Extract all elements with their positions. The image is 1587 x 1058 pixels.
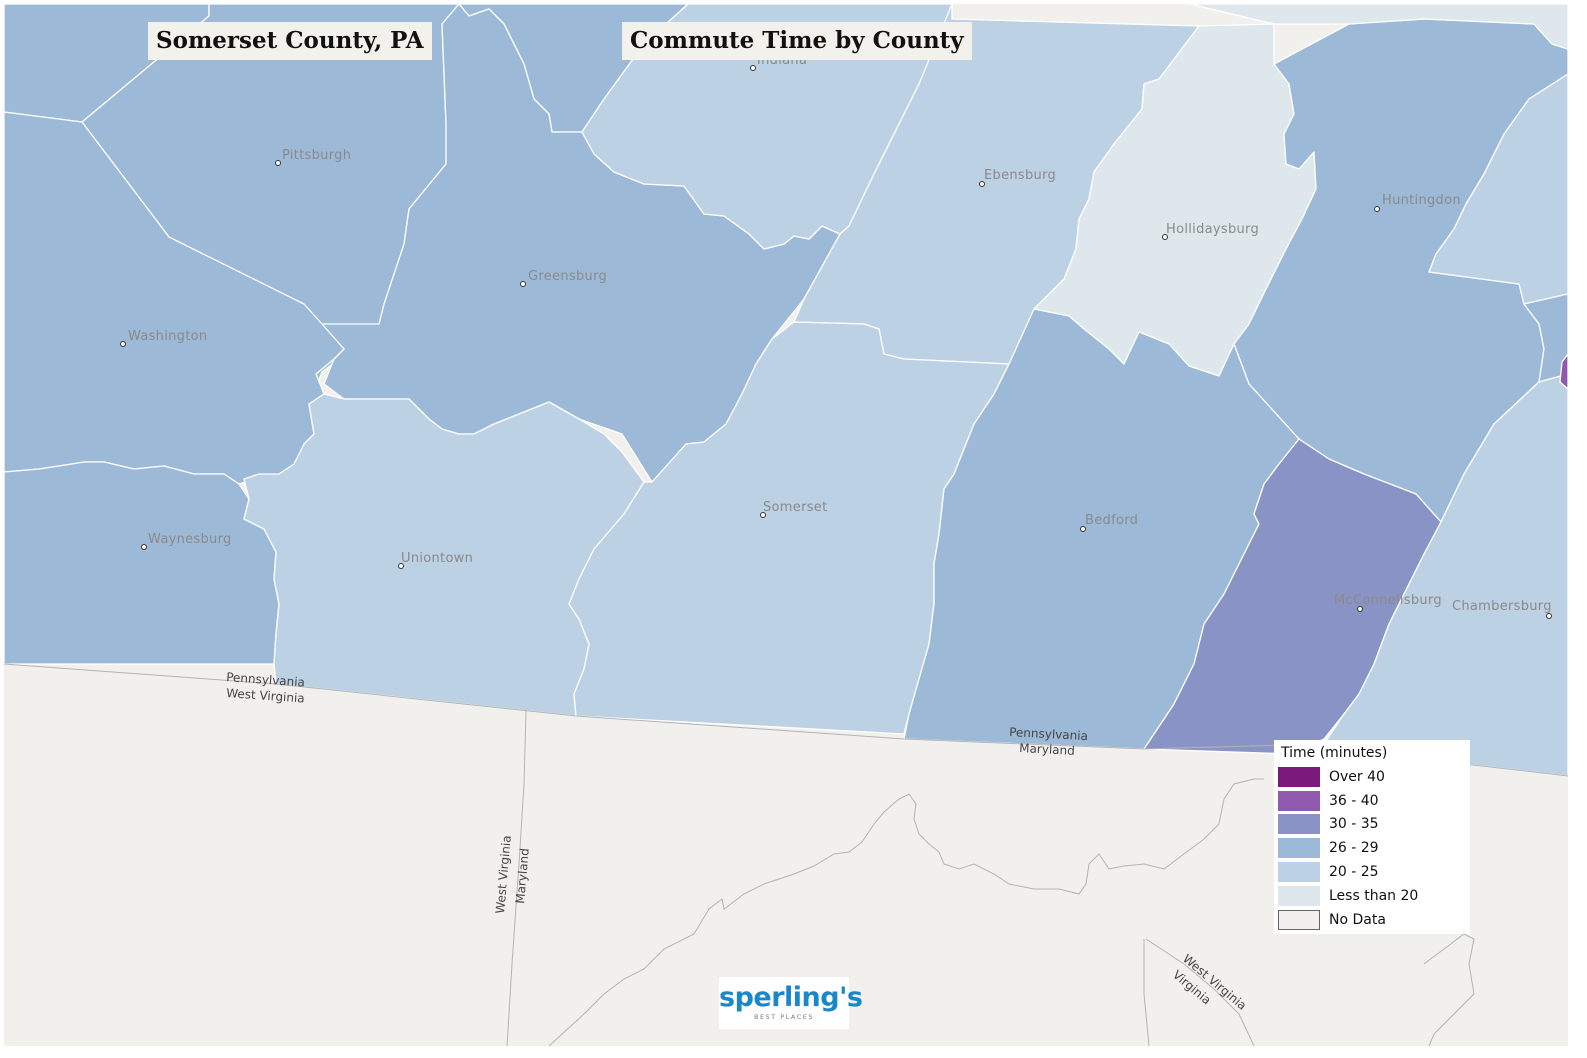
legend-item-20-25: 20 - 25 bbox=[1278, 860, 1466, 884]
city-chambersburg[interactable]: Chambersburg bbox=[1452, 599, 1552, 619]
city-label-hollidaysburg: Hollidaysburg bbox=[1166, 222, 1259, 237]
legend: Time (minutes) Over 40 36 - 40 30 - 35 2… bbox=[1274, 740, 1470, 934]
legend-label: 30 - 35 bbox=[1329, 816, 1379, 833]
city-greensburg[interactable]: Greensburg bbox=[520, 269, 608, 287]
city-waynesburg[interactable]: Waynesburg bbox=[141, 532, 232, 550]
city-label-somerset: Somerset bbox=[763, 500, 827, 515]
city-hollidaysburg[interactable]: Hollidaysburg bbox=[1162, 222, 1260, 240]
legend-item-36-40: 36 - 40 bbox=[1278, 789, 1466, 813]
legend-item-less-than-20: Less than 20 bbox=[1278, 884, 1466, 908]
city-pittsburgh[interactable]: Pittsburgh bbox=[275, 148, 352, 166]
legend-title: Time (minutes) bbox=[1281, 745, 1388, 761]
city-uniontown[interactable]: Uniontown bbox=[398, 551, 474, 569]
potomac-river bbox=[548, 778, 1264, 1046]
map-frame[interactable]: Pennsylvania West Virginia Pennsylvania … bbox=[4, 4, 1568, 1046]
logo-subtitle: BEST PLACES bbox=[753, 1013, 815, 1021]
legend-swatch bbox=[1278, 885, 1320, 906]
border-label-pa-west: Pennsylvania bbox=[226, 670, 306, 689]
legend-item-no-data: No Data bbox=[1278, 908, 1466, 932]
county-mifflin[interactable] bbox=[1189, 4, 1568, 50]
logo-wordmark: sperling's bbox=[719, 982, 863, 1013]
city-label-bedford: Bedford bbox=[1085, 513, 1138, 528]
wv-va-border-east bbox=[1145, 938, 1255, 1046]
county-juniata[interactable] bbox=[1428, 73, 1568, 305]
city-washington[interactable]: Washington bbox=[120, 329, 208, 347]
county-map[interactable]: Pennsylvania West Virginia Pennsylvania … bbox=[4, 4, 1568, 1046]
city-label-washington: Washington bbox=[128, 329, 207, 344]
legend-label: 26 - 29 bbox=[1329, 840, 1379, 857]
city-label-chambersburg: Chambersburg bbox=[1452, 599, 1552, 614]
border-label-wv-west: West Virginia bbox=[226, 686, 305, 705]
sperlings-logo[interactable]: sperling's BEST PLACES bbox=[719, 977, 863, 1029]
county-greene[interactable] bbox=[4, 461, 280, 665]
legend-swatch bbox=[1278, 814, 1320, 835]
legend-swatch bbox=[1278, 838, 1320, 859]
city-ebensburg[interactable]: Ebensburg bbox=[979, 168, 1057, 187]
legend-swatch bbox=[1278, 766, 1320, 787]
legend-swatch bbox=[1278, 790, 1320, 811]
city-label-uniontown: Uniontown bbox=[401, 551, 473, 566]
legend-swatch bbox=[1278, 862, 1320, 883]
city-bedford[interactable]: Bedford bbox=[1080, 513, 1139, 532]
legend-label: Less than 20 bbox=[1329, 887, 1419, 904]
city-label-greensburg: Greensburg bbox=[528, 269, 607, 284]
shenandoah-river bbox=[1423, 933, 1475, 1046]
border-label-wv-vertical: West Virginia bbox=[493, 835, 514, 914]
county-fayette[interactable] bbox=[243, 393, 645, 717]
city-mcconnellsburg[interactable]: McConnellsburg bbox=[1334, 593, 1442, 612]
city-label-ebensburg: Ebensburg bbox=[984, 168, 1056, 183]
legend-label: No Data bbox=[1329, 911, 1386, 928]
border-label-md-east: Maryland bbox=[1019, 741, 1075, 758]
legend-item-30-35: 30 - 35 bbox=[1278, 813, 1466, 837]
region-title: Somerset County, PA bbox=[148, 22, 432, 60]
border-label-md-vertical: Maryland bbox=[513, 848, 532, 905]
legend-item-over-40: Over 40 bbox=[1278, 765, 1466, 789]
city-huntingdon[interactable]: Huntingdon bbox=[1374, 193, 1461, 212]
legend-item-26-29: 26 - 29 bbox=[1278, 836, 1466, 860]
legend-label: Over 40 bbox=[1329, 768, 1385, 785]
legend-swatch bbox=[1278, 909, 1320, 930]
city-label-huntingdon: Huntingdon bbox=[1382, 193, 1461, 208]
county-cumberland-edge[interactable] bbox=[1559, 353, 1568, 390]
legend-label: 36 - 40 bbox=[1329, 792, 1379, 809]
wv-va-border bbox=[1143, 939, 1150, 1046]
city-label-waynesburg: Waynesburg bbox=[148, 532, 232, 547]
border-label-pa-east: Pennsylvania bbox=[1009, 725, 1088, 743]
city-somerset[interactable]: Somerset bbox=[760, 500, 828, 518]
legend-label: 20 - 25 bbox=[1329, 864, 1379, 881]
map-title: Commute Time by County bbox=[622, 22, 972, 60]
city-label-pittsburgh: Pittsburgh bbox=[282, 148, 351, 163]
city-label-mcconnellsburg: McConnellsburg bbox=[1334, 593, 1442, 608]
wv-md-border bbox=[506, 710, 527, 1046]
